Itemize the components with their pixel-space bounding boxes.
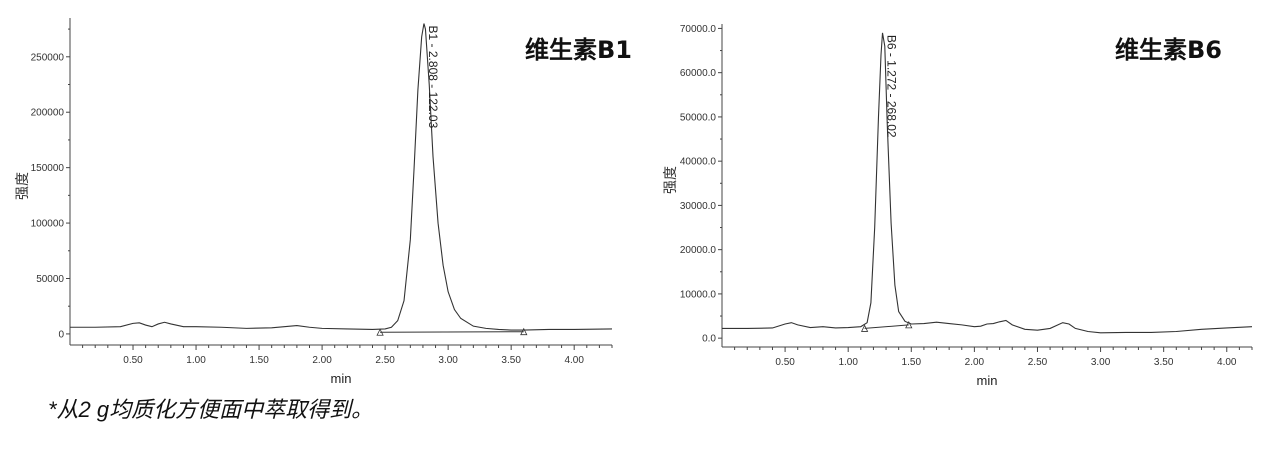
b1-trace [70, 23, 613, 331]
b1-x-tick-label: 3.50 [501, 355, 521, 366]
b1-title: 维生素B1 [525, 36, 632, 64]
b6-x-tick-label: 2.50 [1028, 357, 1048, 368]
b6-baseline [864, 324, 909, 329]
b1-x-tick-label: 2.00 [312, 355, 332, 366]
b6-x-tick-label: 4.00 [1217, 357, 1237, 368]
b6-x-tick-label: 2.00 [965, 357, 985, 368]
b1-y-tick-label: 250000 [31, 52, 65, 63]
b6-y-tick-label: 40000.0 [680, 157, 717, 168]
b6-y-tick-label: 50000.0 [680, 112, 717, 123]
b6-x-axis-label: min [977, 373, 998, 388]
b6-y-tick-label: 0.0 [702, 334, 716, 345]
chart-b1-ylabel: 强度 [14, 172, 30, 200]
b6-title: 维生素B6 [1115, 36, 1222, 64]
b6-x-tick-label: 1.00 [838, 357, 858, 368]
b1-x-axis-label: min [331, 371, 352, 386]
chart-b1: 0.50 1.00 1.50 2.00 2.50 3.00 3.50 4.00 0 50000 10… [0, 0, 640, 395]
b6-x-tick-label: 0.50 [775, 357, 795, 368]
b6-y-tick-label: 20000.0 [680, 245, 717, 256]
b1-y-tick-label: 200000 [31, 108, 65, 119]
b1-x-tick-label: 4.00 [564, 355, 584, 366]
b1-x-tick-label: 3.00 [438, 355, 458, 366]
b6-y-tick-label: 10000.0 [680, 289, 717, 300]
b1-baseline-marker [520, 327, 528, 336]
b6-x-tick-label: 3.00 [1091, 357, 1111, 368]
b1-x-tick-label: 1.50 [249, 355, 269, 366]
b1-x-tick-label: 1.00 [186, 355, 206, 366]
b1-y-tick-label: 100000 [31, 219, 65, 230]
b6-baseline-marker [905, 320, 913, 329]
chart-b6-ylabel: 强度 [662, 166, 678, 194]
b1-peak-label: B1 - 2.808 - 122.03 [426, 26, 440, 129]
b1-x-tick-label: 0.50 [123, 355, 143, 366]
b6-baseline-marker [860, 324, 869, 332]
b6-x-tick-label: 1.50 [902, 357, 922, 368]
b6-trace [722, 32, 1253, 334]
chart-b6-svg: 0.50 1.00 1.50 2.00 2.50 3.00 3.50 4.00 0.0 10000… [680, 24, 1253, 388]
b1-y-tick-label: 50000 [36, 274, 64, 285]
b1-x-tick-label: 2.50 [375, 355, 395, 366]
b6-x-tick-label: 3.50 [1154, 357, 1174, 368]
footnote: *从2 g均质化方便面中萃取得到。 [48, 397, 374, 422]
b1-baseline [380, 331, 524, 333]
b1-baseline-marker [376, 328, 384, 336]
b1-y-tick-label: 0 [58, 329, 64, 340]
b6-peak-label: B6 - 1.272 - 268.02 [885, 35, 899, 138]
b6-y-tick-label: 30000.0 [680, 201, 717, 212]
b6-y-tick-label: 70000.0 [680, 24, 717, 35]
b1-y-tick-label: 150000 [31, 163, 65, 174]
chart-b1-svg: 0.50 1.00 1.50 2.00 2.50 3.00 3.50 4.00 0 50000 10… [31, 18, 632, 386]
chart-b6: 0.50 1.00 1.50 2.00 2.50 3.00 3.50 4.00 0.0 10000… [650, 0, 1280, 395]
b6-y-tick-label: 60000.0 [680, 68, 717, 79]
